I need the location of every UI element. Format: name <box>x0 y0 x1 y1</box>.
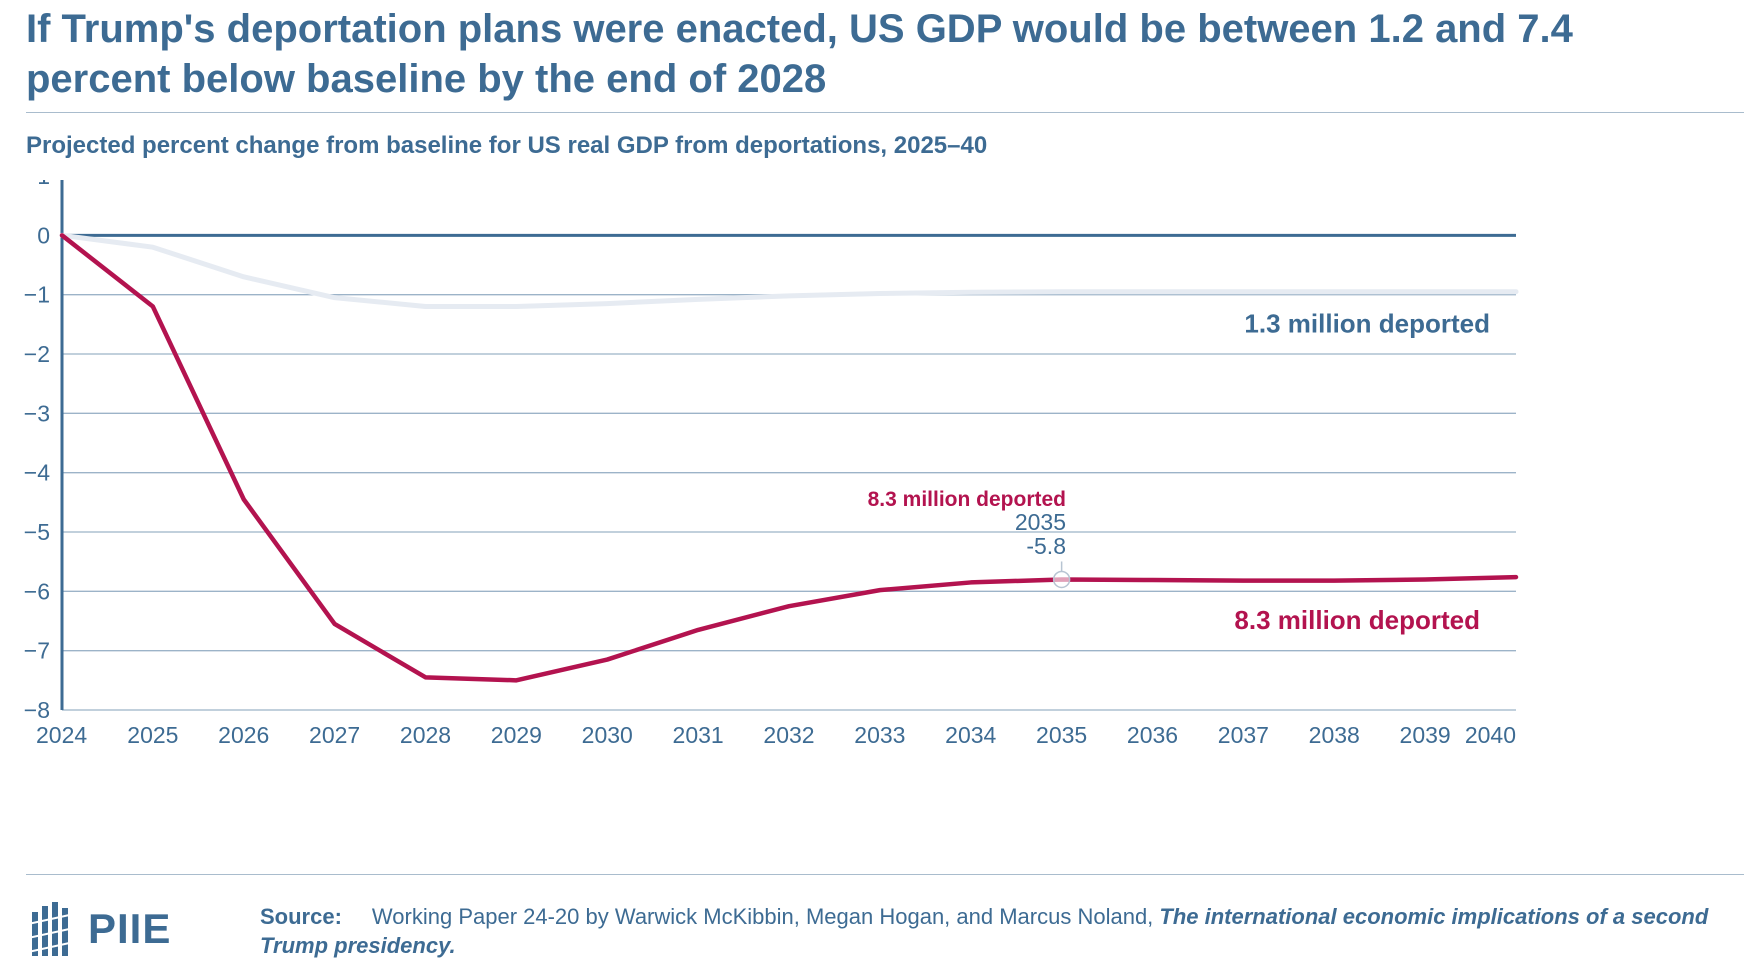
piie-logo: PIIE <box>28 898 171 960</box>
x-tick-label: 2034 <box>945 722 996 748</box>
source-note: Source: Working Paper 24-20 by Warwick Mc… <box>260 902 1740 960</box>
y-tick-label: −4 <box>24 460 50 486</box>
annotation-x-value: 2035 <box>1015 509 1066 535</box>
source-label: Source: <box>260 904 342 929</box>
series-label: 1.3 million deported <box>1244 308 1490 338</box>
series-line <box>59 233 1519 683</box>
chart-subtitle: Projected percent change from baseline f… <box>26 132 988 159</box>
y-tick-label: −8 <box>24 697 50 723</box>
series-line <box>59 232 1519 310</box>
y-tick-label: 1 <box>37 180 50 189</box>
piie-logo-icon <box>28 902 75 956</box>
series-lines <box>59 232 1519 683</box>
chart-labels: 1.3 million deported 8.3 million deported… <box>868 308 1490 635</box>
x-tick-label: 2028 <box>400 722 451 748</box>
x-tick-label: 2035 <box>1036 722 1087 748</box>
y-tick-label: −6 <box>24 578 50 604</box>
x-tick-label: 2031 <box>673 722 724 748</box>
x-tick-label: 2032 <box>763 722 814 748</box>
x-tick-label: 2040 <box>1465 722 1516 748</box>
annotation-marker <box>1052 570 1071 589</box>
annotation-y-value: -5.8 <box>1026 533 1066 559</box>
source-title: The international economic implications … <box>260 904 1709 958</box>
x-tick-label: 2039 <box>1400 722 1451 748</box>
x-tick-label: 2030 <box>582 722 633 748</box>
x-tick-label: 2027 <box>309 722 360 748</box>
y-tick-label: −2 <box>24 341 50 367</box>
x-tick-label: 2029 <box>491 722 542 748</box>
y-tick-label: −3 <box>24 400 50 426</box>
chart-title: If Trump's deportation plans were enacte… <box>26 7 1573 101</box>
series-label: 8.3 million deported <box>1234 605 1480 635</box>
x-tick-label: 2033 <box>854 722 905 748</box>
x-tick-label: 2026 <box>218 722 269 748</box>
title-divider <box>26 112 1744 113</box>
footer-divider <box>26 874 1744 875</box>
annotation-series-name: 8.3 million deported <box>868 488 1066 511</box>
y-tick-label: 0 <box>37 222 50 248</box>
y-tick-label: −7 <box>24 638 50 664</box>
y-tick-label: −1 <box>24 282 50 308</box>
x-tick-label: 2024 <box>36 722 87 748</box>
x-tick-label: 2036 <box>1127 722 1178 748</box>
grid-lines <box>62 233 1516 711</box>
logo-text: PIIE <box>88 905 172 952</box>
x-tick-label: 2038 <box>1309 722 1360 748</box>
y-tick-label: −5 <box>24 519 50 545</box>
x-tick-label: 2025 <box>127 722 178 748</box>
source-text: Working Paper 24-20 by Warwick McKibbin,… <box>371 904 1160 929</box>
x-tick-label: 2037 <box>1218 722 1269 748</box>
